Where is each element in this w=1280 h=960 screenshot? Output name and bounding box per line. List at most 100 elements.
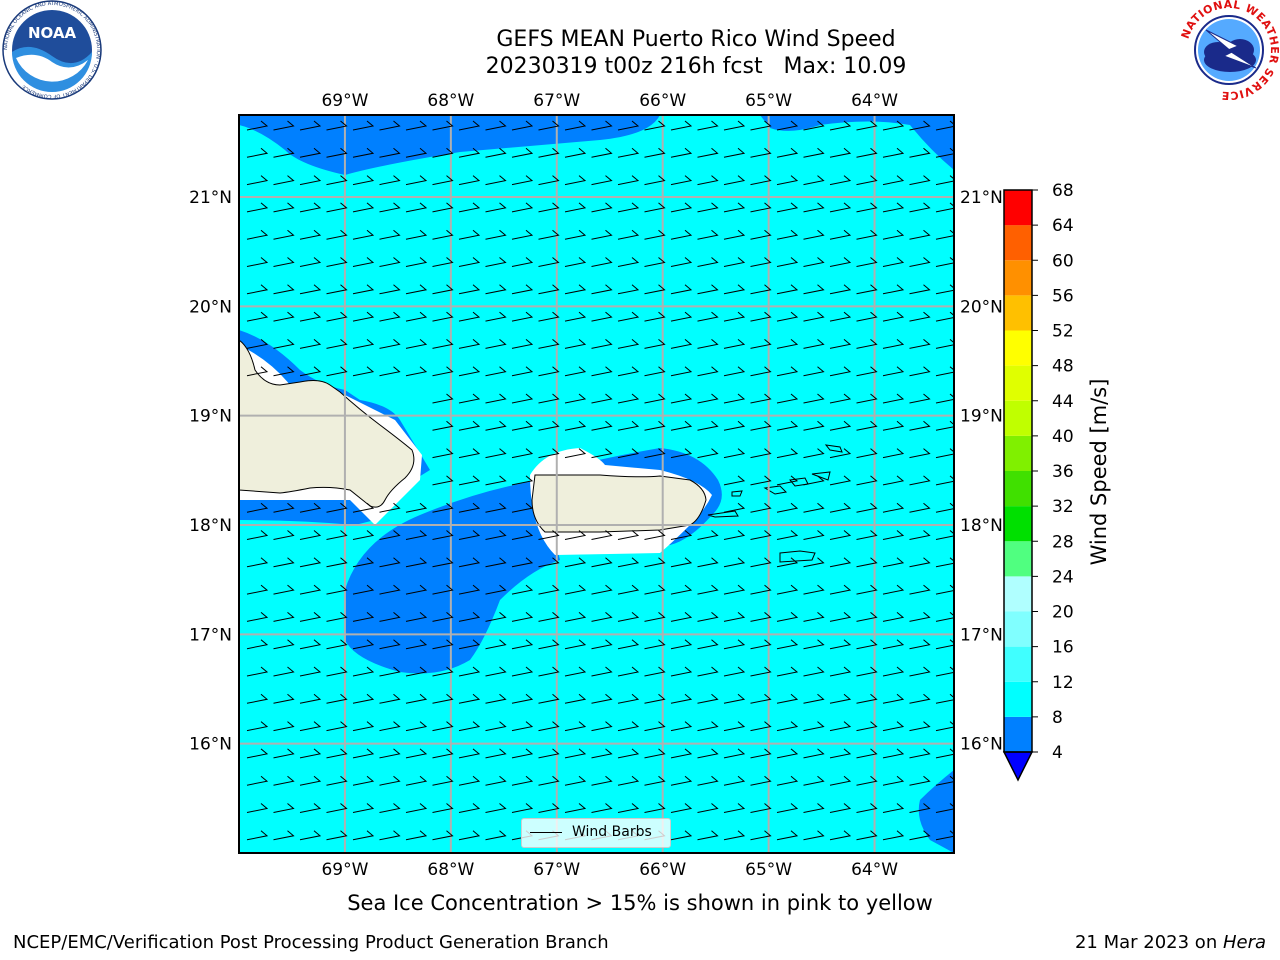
lon-label-bottom: 67°W (533, 860, 580, 880)
wind-barb (352, 229, 375, 240)
wind-barb (246, 748, 269, 759)
wind-barb (829, 748, 852, 759)
wind-barb (432, 420, 454, 431)
wind-barb (379, 366, 401, 377)
wind-barb (405, 830, 428, 841)
wind-barb (750, 284, 772, 295)
wind-barb (246, 502, 269, 513)
wind-barb (829, 339, 852, 349)
wind-barb (723, 502, 746, 513)
wind-barb (776, 202, 799, 213)
wind-barb (644, 639, 666, 650)
wind-barb (697, 584, 719, 595)
wind-barb (352, 366, 375, 377)
wind-barb (723, 721, 746, 732)
wind-barb (644, 612, 666, 622)
wind-barb (246, 666, 269, 677)
wind-barb (458, 557, 481, 568)
wind-barb (670, 393, 693, 404)
wind-barb (432, 448, 454, 459)
wind-barb (458, 721, 481, 732)
wind-barb (935, 448, 954, 459)
wind-barb (935, 284, 954, 295)
wind-barb (776, 502, 799, 513)
wind-barb (644, 311, 666, 322)
wind-barb (697, 202, 719, 213)
lon-label-top: 68°W (427, 91, 474, 111)
wind-barb (697, 229, 719, 240)
wind-barb (299, 666, 322, 677)
wind-barb (856, 666, 878, 677)
wind-barb (326, 229, 348, 240)
wind-barb (723, 584, 746, 595)
colorbar-segment (1004, 471, 1032, 507)
wind-barb (326, 530, 348, 540)
wind-barb (909, 475, 931, 486)
wind-barb (617, 803, 640, 813)
wind-barb (750, 502, 772, 513)
wind-barb (273, 557, 295, 568)
wind-barb (405, 175, 428, 186)
wind-barb (829, 612, 852, 622)
wind-barb (432, 530, 454, 540)
wind-barb (856, 693, 878, 704)
wind-barb (750, 120, 772, 131)
wind-barb (246, 202, 269, 213)
wind-barb (617, 775, 640, 786)
wind-barb (299, 366, 322, 377)
wind-barb (299, 748, 322, 759)
wind-barb (246, 557, 269, 568)
wind-barb (723, 748, 746, 759)
colorbar-segment (1004, 225, 1032, 261)
lon-label-top: 64°W (851, 91, 898, 111)
wind-barb (511, 612, 534, 622)
wind-barb (591, 339, 613, 349)
wind-barb (697, 147, 719, 158)
wind-barb (405, 202, 428, 213)
wind-barb (591, 175, 613, 186)
wind-barb (697, 448, 719, 459)
wind-barb (405, 229, 428, 240)
wind-barb (670, 612, 693, 622)
wind-barb (432, 284, 454, 295)
colorbar-segment (1004, 295, 1032, 331)
wind-barb (246, 721, 269, 732)
wind-barb (723, 475, 746, 486)
wind-barb (803, 448, 825, 459)
wind-barb (326, 147, 348, 158)
wind-barb (617, 339, 640, 349)
forecast-subtitle: 20230319 t00z 216h fcst Max: 10.09 (485, 54, 907, 79)
wind-barb (776, 803, 799, 813)
wind-barb (538, 803, 560, 813)
wind-barb (670, 748, 693, 759)
colorbar-segment (1004, 365, 1032, 401)
wind-barb (564, 557, 587, 568)
wind-barb (697, 420, 719, 431)
wind-barb (511, 693, 534, 704)
wind-barb (644, 803, 666, 813)
wind-barb (882, 393, 905, 404)
footer-date: 21 Mar 2023 on Hera (1075, 932, 1266, 953)
wind-barb (803, 502, 825, 513)
wind-barb (352, 693, 375, 704)
wind-barb (379, 311, 401, 322)
wind-barb (538, 339, 560, 349)
wind-barb (432, 475, 454, 486)
wind-barb (829, 120, 852, 131)
wind-barb (697, 311, 719, 322)
wind-barb (617, 366, 640, 377)
wind-barb (882, 175, 905, 186)
wind-barb (458, 612, 481, 622)
wind-barb (485, 693, 507, 704)
colorbar-tick-label: 28 (1052, 532, 1074, 552)
lat-label-left: 20°N (189, 297, 232, 317)
wind-barb (750, 612, 772, 622)
wind-barb (326, 557, 348, 568)
wind-barb (485, 311, 507, 322)
wind-barb (909, 502, 931, 513)
wind-barb (273, 147, 295, 158)
wind-barb (803, 557, 825, 568)
wind-barb (591, 229, 613, 240)
wind-barb (405, 557, 428, 568)
wind-barb (379, 830, 401, 841)
